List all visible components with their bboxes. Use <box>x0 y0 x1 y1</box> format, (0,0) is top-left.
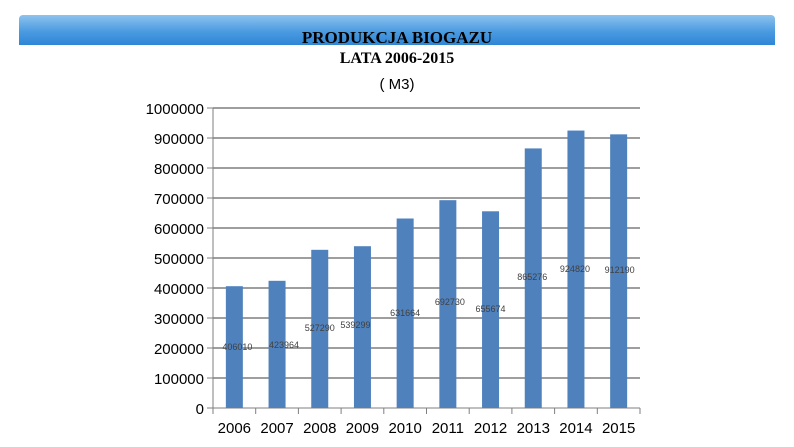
y-tick-label: 200000 <box>154 341 204 358</box>
data-label: 539299 <box>340 320 370 330</box>
data-label: 924820 <box>560 264 590 274</box>
data-label: 655674 <box>476 304 506 314</box>
data-label: 692730 <box>435 297 465 307</box>
bar <box>311 249 329 408</box>
x-tick-label: 2006 <box>218 420 251 437</box>
data-label: 631664 <box>390 308 420 318</box>
bar <box>524 148 542 408</box>
x-tick-label: 2008 <box>303 420 336 437</box>
x-tick-label: 2014 <box>559 420 592 437</box>
chart-title-line-1: PRODUKCJA BIOGAZU <box>301 28 493 47</box>
x-tick-label: 2009 <box>346 420 379 437</box>
chart-title-line-3: ( M3) <box>379 76 415 93</box>
bar <box>396 218 414 408</box>
y-tick-label: 800000 <box>154 161 204 178</box>
y-tick-label: 900000 <box>154 131 204 148</box>
x-tick-label: 2007 <box>260 420 293 437</box>
chart-title-line-2: LATA 2006-2015 <box>339 50 455 67</box>
y-tick-label: 1000000 <box>146 101 204 118</box>
bar <box>268 280 286 408</box>
bar <box>610 134 628 408</box>
data-label: 423964 <box>269 340 299 350</box>
y-tick-label: 500000 <box>154 251 204 268</box>
y-tick-label: 600000 <box>154 221 204 238</box>
y-tick-label: 400000 <box>154 281 204 298</box>
bar <box>225 286 243 408</box>
x-tick-label: 2015 <box>602 420 635 437</box>
data-label: 912190 <box>605 265 635 275</box>
x-tick-label: 2010 <box>388 420 421 437</box>
data-label: 406010 <box>222 342 252 352</box>
y-tick-label: 300000 <box>154 311 204 328</box>
x-tick-label: 2012 <box>474 420 507 437</box>
data-label: 527290 <box>305 323 335 333</box>
y-tick-label: 700000 <box>154 191 204 208</box>
y-tick-label: 0 <box>196 401 204 418</box>
bar <box>482 211 500 408</box>
header-bar <box>19 15 775 45</box>
x-tick-label: 2013 <box>517 420 550 437</box>
bar <box>439 200 457 408</box>
y-tick-label: 100000 <box>154 371 204 388</box>
x-tick-label: 2011 <box>432 420 464 437</box>
bar <box>353 246 371 408</box>
data-label: 865276 <box>517 272 547 282</box>
bar <box>567 130 585 408</box>
